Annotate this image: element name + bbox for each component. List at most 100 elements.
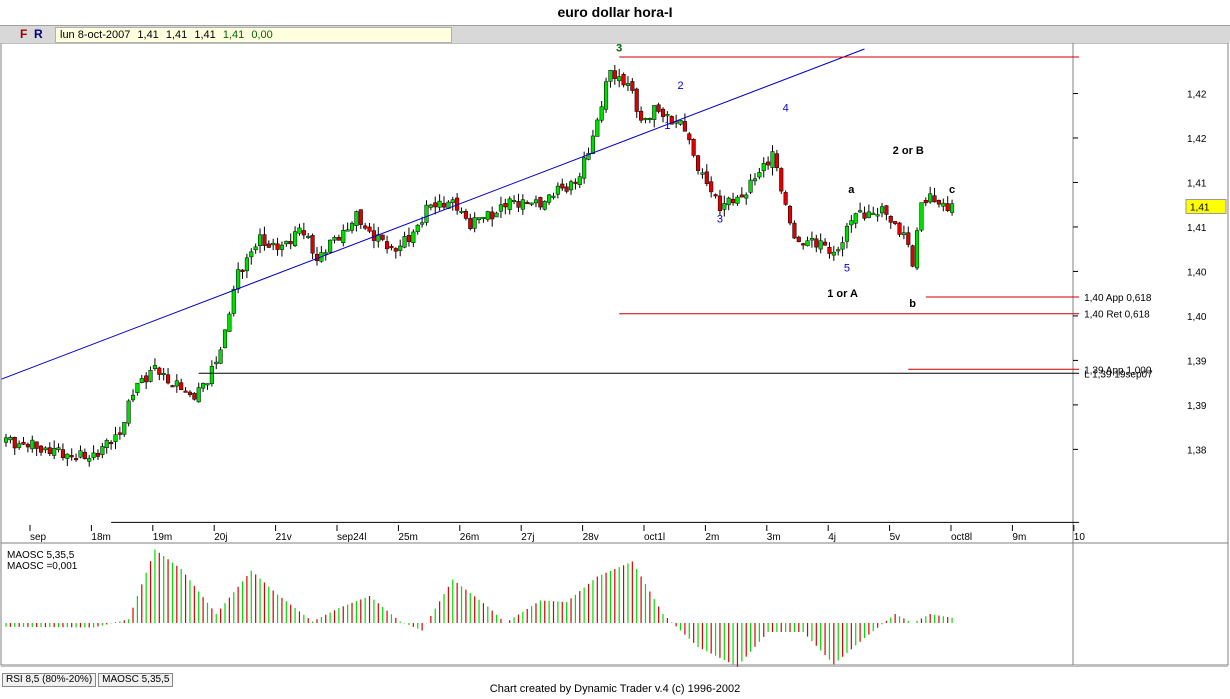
candle-body bbox=[144, 375, 149, 383]
candle-body bbox=[823, 241, 828, 246]
candle-body bbox=[485, 211, 490, 220]
candle-body bbox=[406, 235, 412, 243]
candle-body bbox=[371, 230, 376, 241]
candle-body bbox=[341, 230, 346, 243]
ohlc-readout: lun 8-oct-2007 1,41 1,41 1,41 1,41 0,00 bbox=[55, 27, 452, 43]
candle-body bbox=[271, 243, 276, 246]
candle-body bbox=[166, 374, 171, 384]
candle-body bbox=[639, 110, 644, 121]
x-tick-label: oct8l bbox=[951, 532, 972, 543]
candle-body bbox=[472, 217, 477, 229]
candle-body bbox=[65, 453, 70, 459]
candle-body bbox=[919, 202, 924, 231]
candle-body bbox=[468, 218, 473, 230]
ohlc-high: 1,41 bbox=[165, 29, 188, 41]
ret-618-line-label: 1,40 Ret 0,618 bbox=[1084, 310, 1150, 321]
candle-body bbox=[231, 288, 236, 314]
chart-canvas[interactable]: 1,42 1,42 1,41 1,41 1,40 1,40 1,39 1,39 1,38 sep 1… bbox=[0, 43, 1230, 667]
candle-body bbox=[520, 199, 525, 210]
candle-body bbox=[310, 235, 315, 254]
indicator-value: MAOSC =0,001 bbox=[7, 561, 78, 572]
candle-body bbox=[700, 172, 705, 175]
candle-body bbox=[796, 236, 801, 243]
candle-body bbox=[183, 390, 188, 393]
y-tick-label: 1,39 bbox=[1187, 356, 1207, 367]
candle-body bbox=[735, 196, 740, 204]
candle-body bbox=[227, 313, 232, 332]
indicator-name: MAOSC 5,35,5 bbox=[7, 550, 75, 561]
candle-body bbox=[932, 195, 937, 203]
candle-body bbox=[818, 240, 823, 250]
candle-body bbox=[385, 241, 390, 250]
candle-body bbox=[634, 88, 639, 112]
candle-body bbox=[389, 246, 394, 249]
candle-body bbox=[328, 239, 333, 253]
candle-body bbox=[687, 133, 692, 141]
candle-body bbox=[95, 452, 101, 457]
candle-body bbox=[612, 70, 617, 79]
candle-body bbox=[100, 446, 105, 455]
candle-body bbox=[262, 234, 267, 246]
candle-body bbox=[380, 234, 385, 240]
candle-body bbox=[8, 437, 13, 441]
ohlc-date: lun 8-oct-2007 bbox=[60, 29, 131, 41]
candle-body bbox=[139, 378, 144, 383]
candle-body bbox=[691, 139, 696, 156]
candle-body bbox=[862, 212, 867, 219]
candle-body bbox=[906, 232, 911, 245]
wave-label: 3 bbox=[717, 213, 723, 225]
candle-body bbox=[236, 269, 241, 290]
candle-body bbox=[608, 69, 613, 82]
candle-body bbox=[30, 439, 35, 450]
candle-body bbox=[345, 229, 350, 232]
x-tick-label: sep24l bbox=[337, 532, 366, 543]
y-tick-label: 1,42 bbox=[1187, 89, 1207, 100]
candle-body bbox=[332, 237, 337, 241]
chart-frame bbox=[0, 43, 1229, 666]
r-button[interactable]: R bbox=[34, 27, 43, 41]
tab-maosc[interactable]: MAOSC 5,35,5 bbox=[98, 673, 174, 687]
wave-label: c bbox=[949, 184, 955, 196]
app-1000-line-label: 1,39 App 1,000 bbox=[1084, 365, 1152, 376]
candle-body bbox=[459, 210, 464, 214]
candle-body bbox=[783, 192, 788, 205]
candle-body bbox=[411, 231, 416, 243]
candle-body bbox=[827, 246, 832, 254]
candle-body bbox=[161, 372, 166, 375]
candle-body bbox=[249, 251, 254, 258]
candle-body bbox=[709, 181, 714, 193]
candle-body bbox=[349, 222, 355, 231]
candle-body bbox=[647, 117, 652, 120]
candle-body bbox=[551, 195, 556, 198]
candle-body bbox=[52, 448, 57, 456]
x-tick-label: sep bbox=[30, 532, 47, 543]
candle-body bbox=[494, 212, 499, 218]
y-tick-label: 1,38 bbox=[1187, 445, 1207, 456]
candle-body bbox=[884, 205, 889, 215]
x-tick-label: 10 bbox=[1074, 532, 1086, 543]
candle-body bbox=[441, 203, 447, 208]
toolbar: F R lun 8-oct-2007 1,41 1,41 1,41 1,41 0… bbox=[0, 25, 1230, 43]
tab-rsi[interactable]: RSI 8,5 (80%-20%) bbox=[2, 673, 97, 687]
x-tick-label: 25m bbox=[398, 532, 417, 543]
candle-body bbox=[713, 194, 718, 197]
candle-body bbox=[148, 370, 153, 382]
candle-body bbox=[402, 236, 407, 248]
candle-body bbox=[831, 251, 836, 256]
candle-body bbox=[490, 211, 495, 220]
candle-body bbox=[301, 230, 306, 236]
f-button[interactable]: F bbox=[20, 27, 28, 41]
candle-body bbox=[914, 230, 920, 269]
candle-body bbox=[437, 200, 442, 208]
candle-body bbox=[17, 443, 22, 448]
candle-body bbox=[152, 365, 157, 369]
candle-body bbox=[617, 76, 622, 82]
candle-body bbox=[590, 135, 595, 154]
candle-body bbox=[78, 450, 83, 458]
candle-body bbox=[950, 203, 955, 213]
candle-body bbox=[901, 232, 906, 236]
current-price-box bbox=[1185, 198, 1227, 214]
candle-body bbox=[595, 119, 600, 137]
candle-body bbox=[393, 248, 398, 252]
candle-body bbox=[34, 441, 39, 449]
